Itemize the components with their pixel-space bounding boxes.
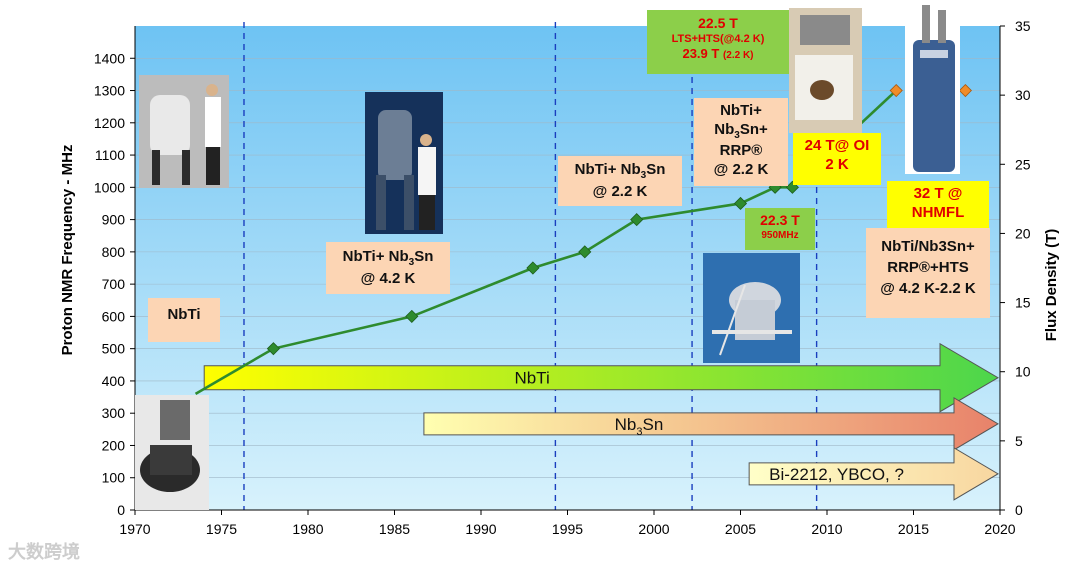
950mhz-line1: 22.3 T bbox=[760, 212, 800, 228]
nbti-nb3sn-22k-box: NbTi+ Nb3Sn @ 2.2 K bbox=[558, 156, 682, 206]
technology-arrow bbox=[423, 396, 999, 451]
y-tick-label: 1100 bbox=[95, 147, 125, 163]
x-tick-label: 2000 bbox=[638, 521, 669, 537]
data-point-marker bbox=[630, 213, 644, 227]
y2-tick-label: 10 bbox=[1015, 364, 1031, 380]
y-tick-label: 1300 bbox=[94, 83, 125, 99]
hts-line2: RRP®+HTS bbox=[887, 259, 969, 276]
photo-1986-magnet bbox=[365, 92, 443, 234]
x-tick-label: 2015 bbox=[898, 521, 929, 537]
arrows-layer: NbTi Nb3Sn Bi-2212, YBCO, ? bbox=[203, 342, 999, 501]
x-tick-label: 1995 bbox=[552, 521, 583, 537]
photo-nhmfl-magnet bbox=[905, 2, 960, 174]
axes-layer: 0100200300400500600700800900100011001200… bbox=[94, 18, 1031, 537]
y-tick-label: 500 bbox=[102, 341, 126, 357]
data-point-marker bbox=[733, 196, 748, 211]
oi-line2: 2 K bbox=[825, 155, 849, 173]
oi-line1: 24 T@ OI bbox=[804, 137, 870, 154]
rrp-line2: Nb3Sn+ bbox=[714, 120, 768, 141]
rrp-line1: NbTi+ bbox=[720, 102, 762, 119]
y2-tick-label: 35 bbox=[1015, 18, 1031, 34]
x-tick-label: 1980 bbox=[292, 521, 323, 537]
nbti-nb3sn-42k-line1: NbTi+ Nb3Sn bbox=[342, 248, 434, 268]
y-axis-label: Proton NMR Frequency - MHz bbox=[59, 145, 76, 356]
hts-line1: NbTi/Nb3Sn+ bbox=[881, 238, 975, 255]
x-tick-label: 1975 bbox=[206, 521, 237, 537]
data-point-marker bbox=[266, 342, 280, 356]
x-tick-label: 2005 bbox=[725, 521, 756, 537]
data-point-marker bbox=[526, 261, 540, 275]
nbti-nb3sn-22k-line2: @ 2.2 K bbox=[592, 182, 648, 200]
technology-arrow-label: Nb3Sn bbox=[615, 415, 664, 438]
y2-tick-label: 5 bbox=[1015, 433, 1023, 449]
x-tick-label: 2020 bbox=[984, 521, 1015, 537]
x-tick-label: 1990 bbox=[465, 521, 496, 537]
photo-1970s-magnet bbox=[135, 395, 209, 510]
y-tick-label: 1000 bbox=[94, 179, 125, 195]
y-tick-label: 700 bbox=[102, 276, 126, 292]
rrp-line4: @ 2.2 K bbox=[713, 161, 769, 178]
y2-tick-label: 30 bbox=[1015, 87, 1031, 103]
x-tick-label: 2010 bbox=[811, 521, 842, 537]
nbti-nb3sn-hts-box: NbTi/Nb3Sn+ RRP®+HTS @ 4.2 K-2.2 K bbox=[866, 228, 990, 318]
watermark-text: 大数跨境 bbox=[8, 542, 80, 563]
x-tick-label: 1985 bbox=[379, 521, 410, 537]
data-point-marker bbox=[785, 180, 799, 194]
y2-tick-label: 25 bbox=[1015, 156, 1031, 172]
technology-arrow-label: Bi-2212, YBCO, ? bbox=[769, 465, 904, 484]
lts-hts-line3: 23.9 T (2.2 K) bbox=[682, 46, 754, 62]
950mhz-line2: 950MHz bbox=[761, 229, 799, 241]
nhmfl-32t-box: 32 T @ NHMFL bbox=[887, 181, 989, 229]
data-point-marker bbox=[958, 83, 972, 98]
lts-hts-record-box: 22.5 T LTS+HTS(@4.2 K) 23.9 T (2.2 K) bbox=[647, 10, 789, 74]
series-layer bbox=[194, 83, 972, 395]
y-tick-label: 800 bbox=[102, 244, 126, 260]
photo-oi-magnet bbox=[789, 8, 862, 133]
x-tick-label: 1970 bbox=[119, 521, 150, 537]
y-tick-label: 200 bbox=[102, 437, 126, 453]
nhmfl-line2: NHMFL bbox=[911, 203, 965, 221]
photo-950mhz-magnet bbox=[703, 253, 800, 363]
y2-tick-label: 0 bbox=[1015, 502, 1023, 518]
data-point-marker bbox=[405, 309, 419, 323]
y2-axis-label: Flux Density (T) bbox=[1043, 229, 1060, 342]
y-tick-label: 900 bbox=[102, 212, 126, 228]
nbti-nb3sn-42k-box: NbTi+ Nb3Sn @ 4.2 K bbox=[326, 242, 450, 294]
nbti-label-box: NbTi bbox=[148, 298, 220, 342]
technology-arrow bbox=[748, 446, 999, 501]
technology-arrow-label: NbTi bbox=[514, 369, 549, 388]
nbti-nb3sn-42k-line2: @ 4.2 K bbox=[360, 269, 416, 287]
y-tick-label: 300 bbox=[102, 405, 126, 421]
lts-hts-line2: LTS+HTS(@4.2 K) bbox=[671, 32, 765, 45]
950mhz-box: 22.3 T 950MHz bbox=[745, 208, 815, 250]
data-point-marker bbox=[578, 245, 592, 259]
y-tick-label: 0 bbox=[117, 502, 125, 518]
nbti-label: NbTi bbox=[167, 306, 201, 323]
y2-tick-label: 20 bbox=[1015, 225, 1031, 241]
hts-line3: @ 4.2 K-2.2 K bbox=[880, 280, 976, 297]
lts-hts-line1: 22.5 T bbox=[698, 15, 738, 31]
y-tick-label: 100 bbox=[102, 470, 126, 486]
y2-tick-label: 15 bbox=[1015, 295, 1031, 311]
photo-1978-magnet bbox=[139, 75, 229, 188]
technology-arrow bbox=[203, 342, 999, 413]
data-point-marker bbox=[889, 83, 903, 98]
y-tick-label: 600 bbox=[102, 308, 126, 324]
y-tick-label: 400 bbox=[102, 373, 126, 389]
oi-24t-box: 24 T@ OI 2 K bbox=[793, 133, 881, 185]
rrp-22k-box: NbTi+ Nb3Sn+ RRP® @ 2.2 K bbox=[694, 98, 788, 186]
nmr-frequency-line bbox=[194, 89, 898, 395]
nbti-nb3sn-22k-line1: NbTi+ Nb3Sn bbox=[574, 161, 666, 181]
nhmfl-line1: 32 T @ bbox=[913, 185, 963, 202]
y-tick-label: 1400 bbox=[94, 50, 125, 66]
y-tick-label: 1200 bbox=[94, 115, 125, 131]
rrp-line3: RRP® bbox=[719, 142, 763, 160]
